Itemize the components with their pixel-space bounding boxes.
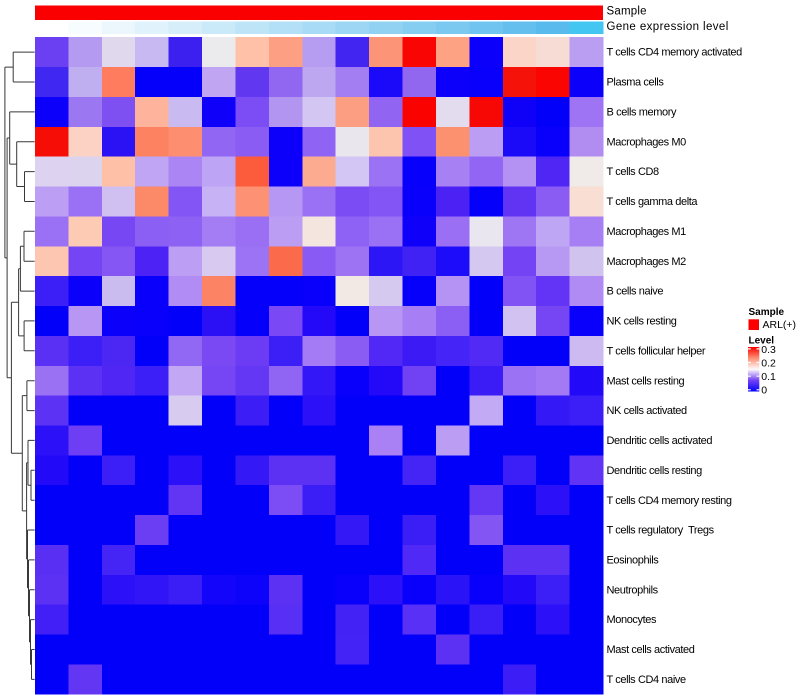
svg-text:T cells regulatory Tregs: T cells regulatory Tregs (607, 525, 715, 537)
svg-text:Mast cells resting: Mast cells resting (607, 375, 685, 387)
svg-text:0.2: 0.2 (761, 357, 776, 369)
svg-text:Plasma cells: Plasma cells (607, 77, 665, 89)
svg-text:Neutrophils: Neutrophils (607, 584, 659, 596)
svg-text:Macrophages M1: Macrophages M1 (607, 226, 687, 238)
svg-text:0: 0 (761, 385, 767, 397)
svg-text:B cells memory: B cells memory (607, 107, 677, 119)
svg-text:NK cells activated: NK cells activated (607, 405, 688, 417)
svg-text:Macrophages M0: Macrophages M0 (607, 136, 687, 148)
svg-text:T cells CD8: T cells CD8 (607, 166, 660, 178)
svg-text:Level: Level (749, 336, 775, 347)
svg-text:Eosinophils: Eosinophils (607, 555, 660, 567)
svg-text:Sample: Sample (607, 6, 647, 18)
svg-text:T cells follicular helper: T cells follicular helper (607, 345, 706, 357)
svg-text:0.3: 0.3 (761, 344, 776, 356)
svg-text:B cells naive: B cells naive (607, 286, 664, 298)
svg-text:NK cells resting: NK cells resting (607, 316, 677, 328)
svg-text:Monocytes: Monocytes (607, 614, 657, 626)
svg-text:Dendritic cells activated: Dendritic cells activated (607, 435, 713, 447)
svg-text:Macrophages M2: Macrophages M2 (607, 256, 687, 268)
svg-text:Dendritic cells resting: Dendritic cells resting (607, 465, 703, 477)
svg-text:Gene expression level: Gene expression level (607, 21, 729, 33)
svg-text:0.1: 0.1 (761, 371, 776, 383)
svg-text:T cells CD4 memory activated: T cells CD4 memory activated (607, 47, 743, 59)
svg-text:T cells CD4 naive: T cells CD4 naive (607, 674, 686, 686)
svg-text:Sample: Sample (749, 307, 785, 318)
svg-text:Mast cells activated: Mast cells activated (607, 644, 695, 656)
svg-text:T cells CD4 memory resting: T cells CD4 memory resting (607, 495, 732, 507)
svg-text:ARL(+): ARL(+) (763, 319, 797, 331)
svg-text:T cells gamma delta: T cells gamma delta (607, 196, 699, 208)
